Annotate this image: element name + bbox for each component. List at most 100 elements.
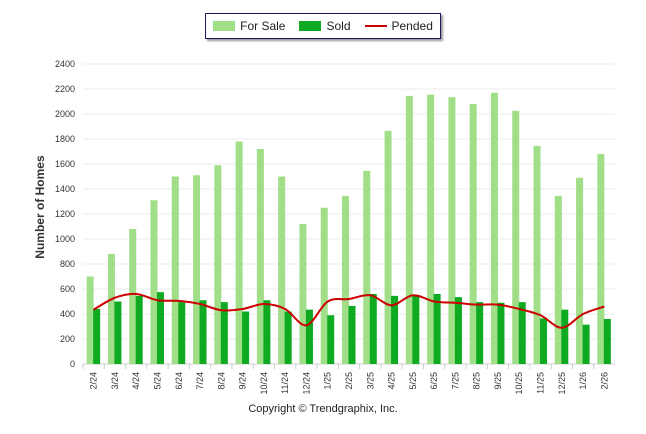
- x-tick-label: 9/25: [493, 372, 503, 390]
- bar-for-sale: [363, 170, 371, 364]
- bar-for-sale: [193, 175, 201, 364]
- x-tick-label: 7/25: [450, 372, 460, 390]
- bar-for-sale: [150, 200, 158, 364]
- x-tick-label: 3/25: [365, 372, 375, 390]
- legend-label: Sold: [326, 19, 351, 33]
- bar-for-sale: [278, 176, 286, 364]
- x-tick-label: 6/25: [429, 372, 439, 390]
- x-tick-label: 1/25: [323, 372, 333, 390]
- x-tick-label: 5/25: [408, 372, 418, 390]
- y-tick-label: 1800: [55, 134, 75, 144]
- bar-sold: [178, 302, 186, 364]
- bar-sold: [433, 294, 441, 364]
- bar-sold: [476, 302, 484, 364]
- legend-label: For Sale: [240, 19, 286, 33]
- y-tick-label: 1400: [55, 184, 75, 194]
- y-tick-label: 2000: [55, 109, 75, 119]
- x-tick-label: 4/24: [131, 372, 141, 390]
- x-tick-label: 10/24: [259, 372, 269, 395]
- bar-for-sale: [405, 95, 413, 364]
- bar-sold: [242, 311, 250, 364]
- bar-for-sale: [554, 195, 562, 364]
- bar-sold: [497, 302, 505, 364]
- x-tick-label: 2/24: [89, 372, 99, 390]
- x-tick-label: 10/25: [514, 372, 524, 395]
- x-tick-label: 7/24: [195, 372, 205, 390]
- bar-sold: [412, 295, 420, 364]
- bar-for-sale: [576, 177, 584, 364]
- bar-for-sale: [342, 195, 349, 364]
- legend-for-sale[interactable]: For Sale: [213, 19, 285, 33]
- y-tick-label: 800: [60, 259, 75, 269]
- x-tick-label: 11/24: [280, 372, 290, 394]
- bar-sold: [305, 309, 313, 364]
- bar-sold: [454, 297, 462, 364]
- bar-sold: [93, 309, 101, 364]
- bar-sold: [135, 295, 143, 364]
- x-tick-label: 8/25: [472, 372, 482, 390]
- bar-sold: [369, 294, 377, 364]
- bar-sold: [391, 295, 399, 364]
- bar-sold: [284, 311, 292, 364]
- legend: For Sale Sold Pended: [205, 13, 441, 39]
- bar-for-sale: [384, 130, 392, 364]
- x-tick-label: 12/24: [301, 372, 311, 395]
- bar-sold: [540, 318, 548, 364]
- legend-label: Pended: [391, 19, 433, 33]
- bar-for-sale: [320, 207, 328, 364]
- copyright: Copyright © Trendgraphix, Inc.: [248, 403, 398, 415]
- line-pended: [93, 292, 605, 329]
- y-tick-label: 0: [70, 359, 75, 369]
- bar-sold: [199, 300, 207, 364]
- bar-sold: [156, 292, 164, 364]
- bar-sold: [603, 319, 611, 364]
- x-tick-label: 11/25: [536, 372, 546, 394]
- x-tick-label: 12/25: [557, 372, 567, 395]
- bar-sold: [220, 302, 228, 364]
- legend-sold[interactable]: Sold: [299, 19, 351, 33]
- bar-sold: [518, 302, 526, 364]
- x-tick-label: 5/24: [152, 372, 162, 390]
- x-tick-label: 1/26: [578, 372, 588, 390]
- y-tick-label: 1600: [55, 159, 75, 169]
- x-tick-label: 6/24: [174, 372, 184, 390]
- bar-sold: [114, 301, 122, 364]
- y-tick-label: 2200: [55, 84, 75, 94]
- bar-sold: [561, 309, 569, 364]
- x-tick-label: 4/25: [387, 372, 397, 390]
- y-tick-label: 1200: [55, 209, 75, 219]
- y-tick-label: 200: [60, 334, 75, 344]
- x-tick-label: 2/25: [344, 372, 354, 390]
- y-tick-label: 600: [60, 284, 75, 294]
- bar-sold: [348, 305, 356, 364]
- bar-for-sale: [86, 276, 94, 364]
- y-axis-label: Number of Homes: [33, 155, 47, 259]
- bar-for-sale: [256, 149, 264, 364]
- bar-for-sale: [448, 97, 456, 364]
- y-tick-label: 2400: [55, 59, 75, 69]
- bar-for-sale: [235, 141, 243, 364]
- y-tick-label: 1000: [55, 234, 75, 244]
- x-tick-label: 9/24: [238, 372, 248, 390]
- y-tick-label: 400: [60, 309, 75, 319]
- bar-for-sale: [597, 154, 605, 364]
- bar-sold: [327, 315, 335, 364]
- bar-for-sale: [512, 110, 520, 364]
- bar-sold: [582, 324, 590, 364]
- x-tick-label: 2/26: [599, 372, 609, 390]
- legend-pended[interactable]: Pended: [364, 19, 433, 33]
- bar-for-sale: [469, 104, 477, 364]
- x-tick-label: 8/24: [216, 372, 226, 390]
- bar-for-sale: [107, 254, 115, 364]
- bar-for-sale: [490, 92, 498, 364]
- bar-for-sale: [129, 229, 137, 364]
- bar-for-sale: [171, 176, 179, 364]
- bar-for-sale: [214, 165, 222, 364]
- bar-for-sale: [533, 145, 541, 364]
- bar-for-sale: [299, 224, 307, 364]
- x-tick-label: 3/24: [110, 372, 120, 390]
- bar-sold: [263, 300, 271, 364]
- bar-for-sale: [427, 94, 435, 364]
